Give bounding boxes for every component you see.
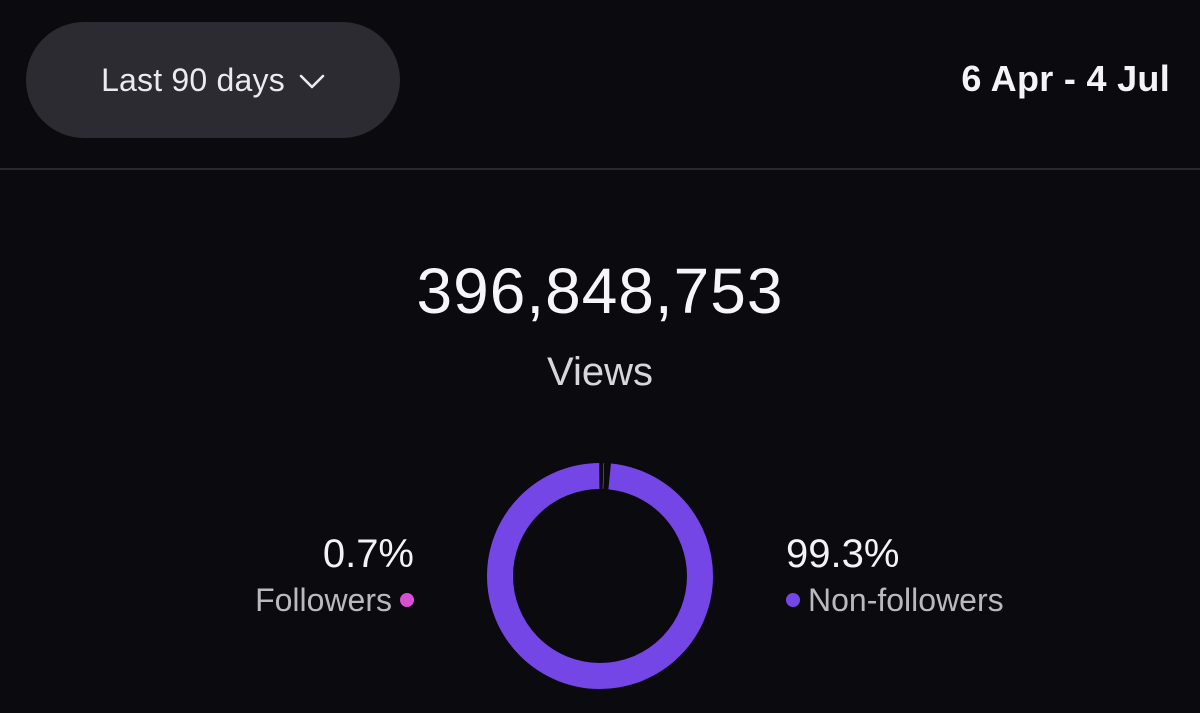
header-divider: [0, 168, 1200, 170]
chevron-down-icon: [299, 74, 325, 89]
followers-percentage: 0.7%: [322, 532, 414, 576]
views-donut-chart: [487, 463, 713, 689]
non-followers-caption: Non-followers: [786, 578, 1004, 622]
followers-stat: 0.7% Followers: [255, 530, 414, 622]
followers-label: Followers: [255, 582, 392, 618]
non-followers-label: Non-followers: [808, 582, 1004, 618]
total-views-label: Views: [547, 350, 653, 394]
non-followers-legend-dot: [786, 593, 800, 607]
followers-caption: Followers: [255, 578, 414, 622]
header: Last 90 days 6 Apr - 4 Jul: [0, 0, 1200, 168]
followers-legend-dot: [400, 593, 414, 607]
donut-segment-non-followers: [487, 463, 713, 689]
total-views-value: 396,848,753: [416, 255, 784, 327]
non-followers-percentage: 99.3%: [786, 532, 900, 576]
date-range-dropdown-label: Last 90 days: [101, 61, 285, 98]
date-range-text: 6 Apr - 4 Jul: [961, 58, 1170, 99]
non-followers-stat: 99.3% Non-followers: [786, 530, 1004, 622]
date-range-dropdown[interactable]: Last 90 days: [26, 22, 400, 138]
